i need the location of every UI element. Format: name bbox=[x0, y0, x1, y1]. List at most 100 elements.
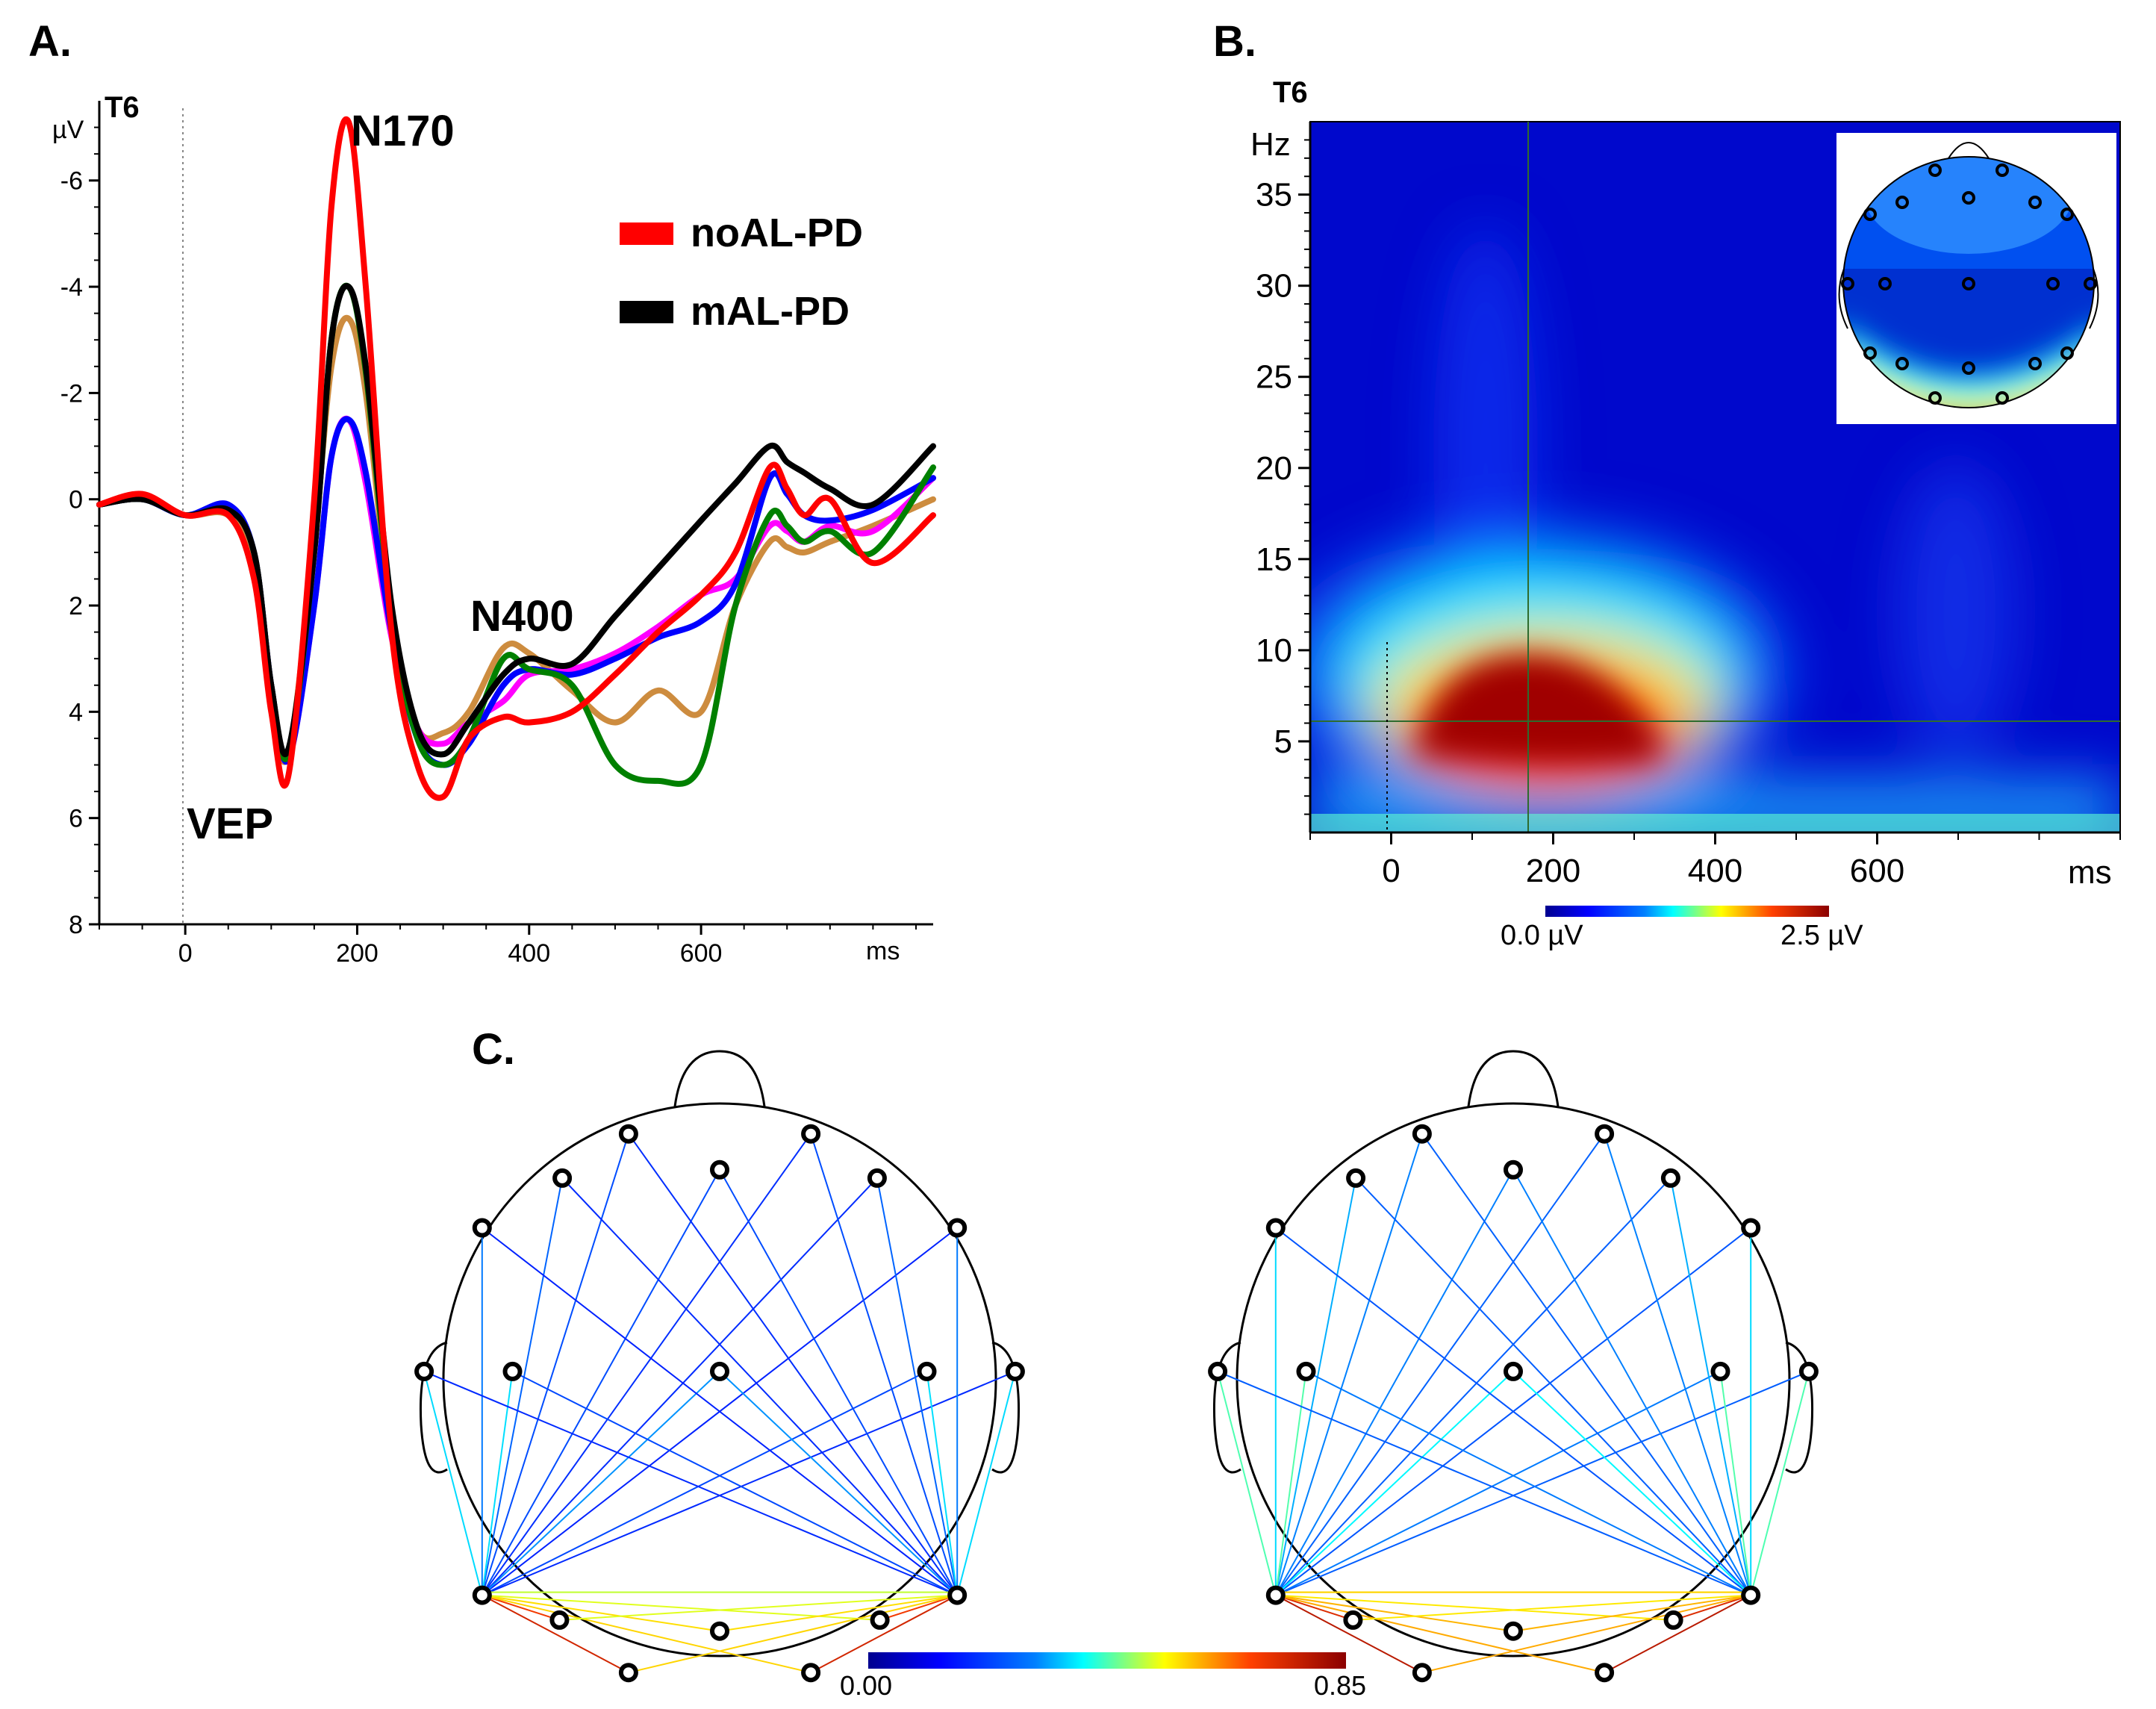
connectivity-edge bbox=[1719, 1371, 1752, 1596]
electrode bbox=[618, 1663, 638, 1683]
tf-colorbar-min-label: 0.0 µV bbox=[1501, 920, 1583, 951]
tf-y-tick-label: 25 bbox=[1256, 359, 1292, 396]
annotation-n170: N170 bbox=[351, 107, 455, 155]
tf-x-tick-label: 600 bbox=[1850, 853, 1904, 889]
topomap-electrode bbox=[1895, 196, 1909, 209]
electrode bbox=[1741, 1218, 1761, 1238]
electrode bbox=[1660, 1168, 1680, 1188]
electrode bbox=[710, 1159, 729, 1180]
head-ear-right bbox=[1785, 1341, 1814, 1474]
erp-x-tick-label: 0 bbox=[178, 939, 193, 968]
electrode bbox=[502, 1361, 523, 1381]
connectivity-edge bbox=[810, 1594, 958, 1674]
connectivity-colorbar-min-label: 0.00 bbox=[840, 1670, 892, 1701]
topomap-inset bbox=[1836, 133, 2116, 424]
connectivity-edge bbox=[482, 1370, 1016, 1596]
topomap-electrode bbox=[1962, 361, 1975, 375]
electrode bbox=[1595, 1663, 1615, 1683]
head-nose bbox=[673, 1050, 766, 1107]
tf-y-tick-label: 30 bbox=[1256, 268, 1292, 305]
electrode bbox=[1005, 1361, 1025, 1381]
tf-colorbar-max-label: 2.5 µV bbox=[1780, 920, 1863, 951]
electrode bbox=[1741, 1585, 1761, 1605]
topomap-electrode bbox=[2028, 196, 2042, 209]
connectivity-edge bbox=[628, 1594, 958, 1674]
tf-x-tick-label: 200 bbox=[1526, 853, 1580, 889]
connectivity-edge bbox=[1275, 1370, 1810, 1596]
electrode bbox=[867, 1168, 887, 1188]
annotation-n400: N400 bbox=[470, 592, 574, 641]
connectivity-edge bbox=[719, 1169, 959, 1596]
head-ear-left bbox=[419, 1341, 448, 1474]
panel-a-label: A. bbox=[28, 17, 72, 66]
erp-y-tick-label: 4 bbox=[69, 698, 83, 726]
head-ear-left bbox=[1212, 1341, 1241, 1474]
connectivity-edge bbox=[1274, 1177, 1357, 1596]
connectivity-edge bbox=[423, 1370, 958, 1596]
electrode bbox=[1798, 1361, 1819, 1381]
topomap-electrode bbox=[1928, 164, 1942, 177]
connectivity-edge bbox=[879, 1594, 958, 1621]
electrode bbox=[801, 1663, 821, 1683]
electrode bbox=[552, 1168, 573, 1188]
head-nose bbox=[1467, 1050, 1560, 1107]
connectivity-edge bbox=[1421, 1594, 1751, 1674]
tf-y-tick-label: 20 bbox=[1256, 450, 1292, 487]
electrode bbox=[1412, 1663, 1432, 1683]
erp-series-line bbox=[96, 282, 936, 787]
electrode bbox=[549, 1610, 570, 1630]
erp-y-tick-label: 6 bbox=[69, 805, 83, 833]
erp-chart: T6 µV -6 -4 -2 0 2 4 6 8 0 200 400 600 ms N170 N40… bbox=[52, 91, 936, 968]
topomap-electrode bbox=[2046, 277, 2060, 290]
electrode bbox=[472, 1585, 492, 1605]
connectivity-edge bbox=[482, 1371, 927, 1596]
connectivity-colorbar bbox=[868, 1652, 1346, 1669]
connectivity-edge bbox=[1274, 1169, 1514, 1596]
topomap-electrode bbox=[1841, 277, 1854, 290]
connectivity-edge bbox=[1604, 1133, 1752, 1596]
legend-swatch-mal-pd bbox=[620, 301, 673, 323]
connectivity-edge bbox=[1275, 1594, 1353, 1621]
erp-series-line bbox=[96, 283, 936, 758]
panel-b-label: B. bbox=[1213, 17, 1256, 66]
electrode bbox=[1412, 1124, 1432, 1144]
head-ear-right bbox=[991, 1341, 1021, 1474]
connectivity-edge bbox=[1604, 1594, 1751, 1674]
topomap-electrode bbox=[1928, 391, 1942, 405]
connectivity-edge bbox=[628, 1133, 959, 1596]
erp-y-tick-label: -4 bbox=[60, 273, 83, 302]
tf-x-unit: ms bbox=[2068, 854, 2112, 891]
erp-x-tick-label: 400 bbox=[508, 939, 550, 968]
topomap-electrode bbox=[1962, 277, 1975, 290]
electrode bbox=[1296, 1361, 1316, 1381]
tf-y-unit: Hz bbox=[1250, 126, 1291, 163]
connectivity-edge bbox=[1306, 1371, 1751, 1596]
connectivity-edge bbox=[481, 1133, 811, 1596]
erp-y-unit: µV bbox=[52, 116, 84, 144]
connectivity-edge bbox=[1275, 1594, 1423, 1674]
connectivity-edge bbox=[481, 1371, 514, 1596]
panel-c-label: C. bbox=[472, 1025, 515, 1074]
connectivity-edge bbox=[481, 1133, 629, 1596]
topomap-electrode bbox=[1863, 346, 1877, 360]
electrode bbox=[1504, 1159, 1523, 1180]
erp-series-line bbox=[96, 116, 936, 801]
connectivity-edge bbox=[482, 1177, 878, 1596]
electrode bbox=[1265, 1218, 1286, 1238]
connectivity-edge bbox=[1275, 1371, 1721, 1596]
connectivity-edge bbox=[1512, 1594, 1751, 1632]
connectivity-edge bbox=[719, 1594, 958, 1632]
time-frequency-chart: T6 Hz ms 5 10 15 20 25 30 35 bbox=[1250, 76, 2121, 951]
connectivity-edge bbox=[559, 1594, 958, 1621]
annotation-vep: VEP bbox=[187, 800, 273, 848]
connectivity-edge bbox=[1274, 1133, 1605, 1596]
erp-y-tick-label: 0 bbox=[69, 486, 83, 514]
connectivity-edge bbox=[1750, 1371, 1810, 1596]
electrode bbox=[1343, 1610, 1363, 1630]
topomap-electrode bbox=[1995, 164, 2009, 177]
connectivity-edge bbox=[1274, 1371, 1307, 1596]
tf-colorbar bbox=[1545, 906, 1829, 917]
electrode bbox=[1208, 1361, 1228, 1381]
electrode bbox=[618, 1124, 638, 1144]
topomap-electrode bbox=[2084, 277, 2097, 290]
